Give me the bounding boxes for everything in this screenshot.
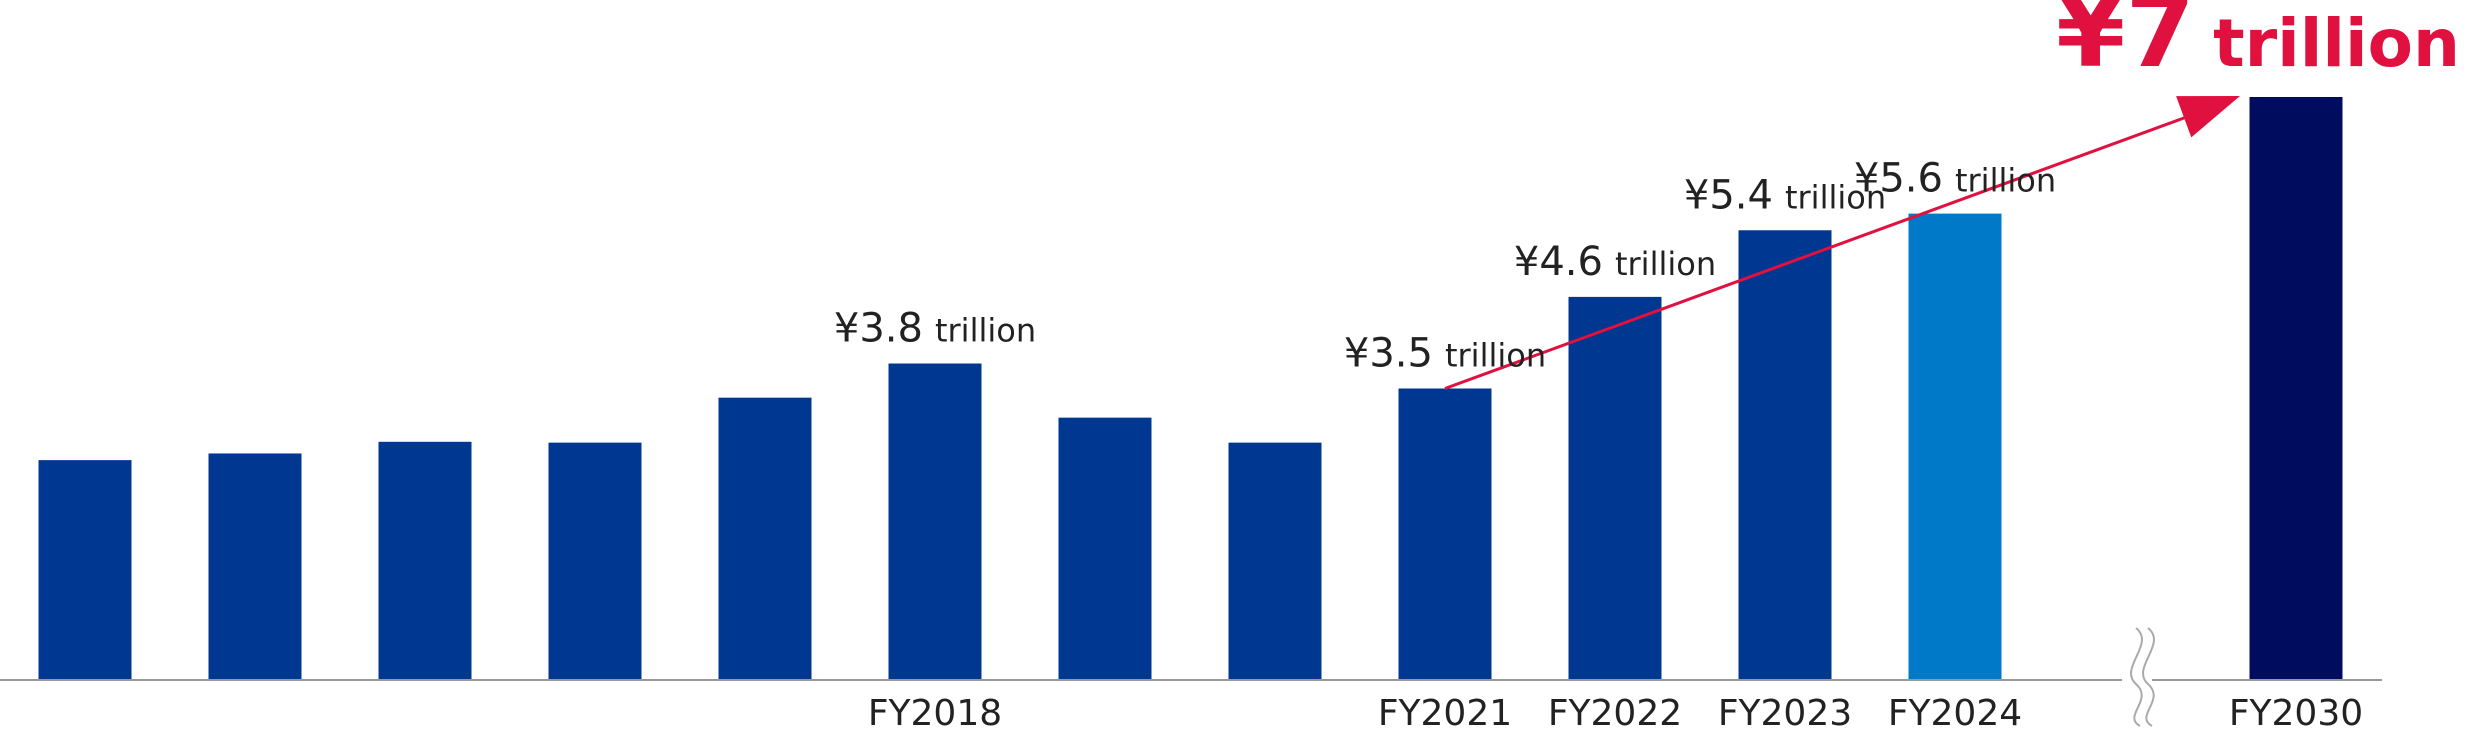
bar-1 bbox=[208, 453, 302, 680]
bar-3 bbox=[548, 442, 642, 680]
bar-8 bbox=[1398, 388, 1492, 680]
target-label: ¥7 trillion bbox=[2056, 0, 2460, 90]
value-unit: trillion bbox=[1785, 178, 1886, 216]
value-label-11: ¥5.6 trillion bbox=[1854, 156, 2056, 202]
value-unit: trillion bbox=[935, 312, 1036, 350]
bar-0 bbox=[38, 460, 132, 680]
axis-break-mark bbox=[2122, 624, 2155, 730]
trend-arrow bbox=[1444, 96, 2240, 390]
target-amount: ¥7 bbox=[2056, 0, 2195, 90]
target-value-label: ¥7 trillion bbox=[2056, 0, 2460, 90]
trend-arrow-line bbox=[1444, 105, 2215, 390]
value-label-10: ¥5.4 trillion bbox=[1684, 172, 1886, 218]
bars bbox=[38, 97, 2343, 680]
value-unit: trillion bbox=[1955, 162, 2056, 200]
value-label-9: ¥4.6 trillion bbox=[1514, 239, 1716, 285]
value-amount: ¥4.6 bbox=[1514, 239, 1603, 285]
bar-9 bbox=[1568, 296, 1662, 680]
value-label-5: ¥3.8 trillion bbox=[834, 306, 1036, 352]
bar-4 bbox=[718, 397, 812, 680]
value-amount: ¥5.4 bbox=[1684, 172, 1773, 218]
target-unit: trillion bbox=[2213, 5, 2460, 82]
axis-break-line-right bbox=[2142, 627, 2155, 727]
bar-7 bbox=[1228, 442, 1322, 680]
axis-break-line-left bbox=[2130, 627, 2143, 727]
trend-arrow-head bbox=[2176, 96, 2240, 138]
bar-10 bbox=[1738, 230, 1832, 680]
value-labels: ¥3.8 trillion ¥3.5 trillion¥4.6 trillion¥5.4… bbox=[834, 156, 2056, 377]
bar-6 bbox=[1058, 417, 1152, 680]
value-unit: trillion bbox=[1445, 337, 1546, 375]
tick-label-fy2030: FY2030 bbox=[2229, 693, 2363, 730]
bar-11 bbox=[1908, 213, 2002, 680]
value-amount: ¥3.8 bbox=[834, 306, 923, 352]
bar-12 bbox=[2249, 97, 2343, 680]
value-label-8: ¥3.5 trillion bbox=[1344, 331, 1546, 377]
value-amount: ¥3.5 bbox=[1344, 331, 1433, 377]
tick-label-fy2024: FY2024 bbox=[1888, 693, 2022, 730]
x-tick-labels: FY2018 FY2021 FY2022 FY2023 FY2024 FY2030 bbox=[868, 693, 2363, 730]
tick-label-fy2021: FY2021 bbox=[1378, 693, 1512, 730]
tick-label-fy2023: FY2023 bbox=[1718, 693, 1852, 730]
tick-label-fy2018: FY2018 bbox=[868, 693, 1002, 730]
bar-5 bbox=[888, 363, 982, 680]
value-amount: ¥5.6 bbox=[1854, 156, 1943, 202]
value-unit: trillion bbox=[1615, 245, 1716, 283]
bar-2 bbox=[378, 441, 472, 680]
tick-label-fy2022: FY2022 bbox=[1548, 693, 1682, 730]
